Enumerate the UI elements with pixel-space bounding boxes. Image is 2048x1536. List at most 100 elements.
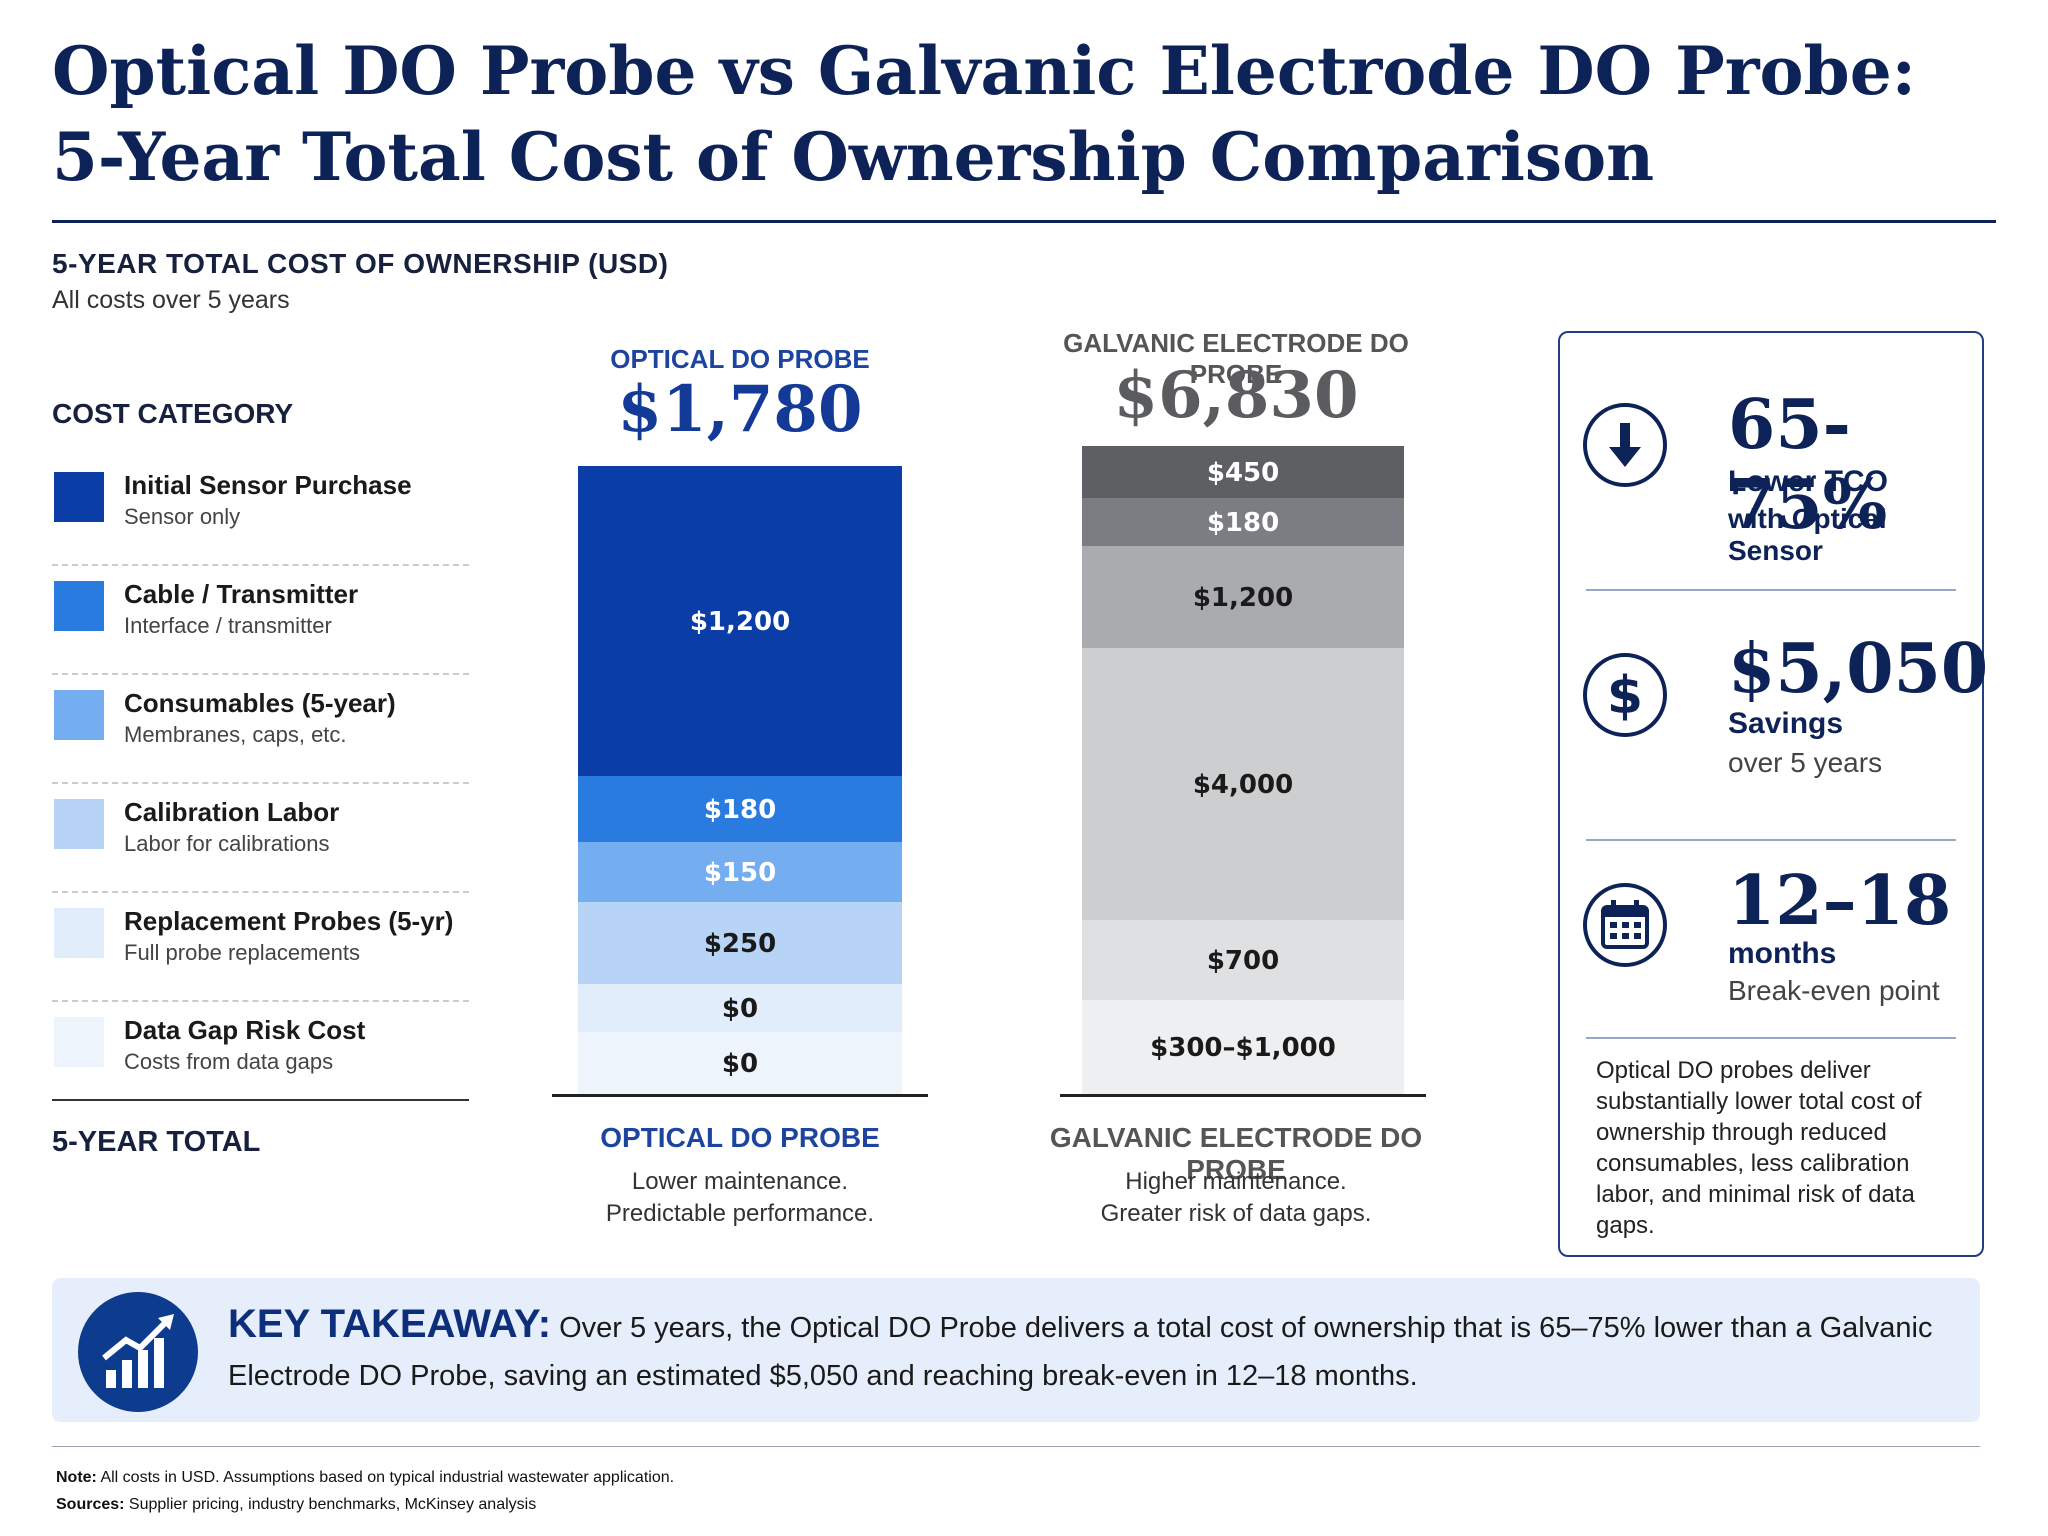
optical-bar-segment-data-gap-risk [578,1032,902,1094]
legend-swatch [54,472,104,522]
legend-item-replacement-probes: Replacement Probes (5-yr) Full probe rep… [52,894,469,1002]
legend-label: Cable / Transmitter [124,579,359,609]
legend-label: Data Gap Risk Cost [124,1015,366,1045]
down-arrow-icon [1583,403,1667,487]
galvanic-bar-label-data-gap-risk: $300–$1,000 [1150,1033,1336,1063]
tco-reduction-label: Lower TCO [1728,465,1889,498]
galvanic-baseline [1060,1094,1426,1097]
galvanic-bar-label-cable-transmitter: $180 [1207,508,1279,538]
stats-divider [1586,839,1956,841]
legend-divider [52,891,469,893]
breakeven-label: months [1728,937,1837,970]
galvanic-bar-segment-replacement-probes [1082,920,1404,1000]
optical-bar-segment-replacement-probes [578,984,902,1032]
total-label: 5-YEAR TOTAL [52,1126,261,1158]
legend-label: Initial Sensor Purchase [124,470,412,500]
legend-swatch [54,690,104,740]
savings-value: $5,050 [1728,629,1989,709]
optical-bar-segment-cable-transmitter [578,776,902,842]
note-text: All costs in USD. Assumptions based on t… [96,1469,675,1486]
key-takeaway-text: KEY TAKEAWAY: Over 5 years, the Optical … [228,1300,1948,1400]
legend-divider [52,1000,469,1002]
galvanic-bar-segment-calibration-labor [1082,648,1404,920]
optical-desc-line-2: Predictable performance. [605,1200,875,1227]
note-line: Note: All costs in USD. Assumptions base… [56,1464,674,1491]
legend-label: Calibration Labor [124,797,340,827]
legend-item-calibration-labor: Calibration Labor Labor for calibrations [52,785,469,893]
key-takeaway-body: Over 5 years, the Optical DO Probe deliv… [228,1312,1933,1392]
legend-item-data-gap-risk: Data Gap Risk Cost Costs from data gaps [52,1003,469,1093]
optical-bar-label-consumables: $150 [704,858,776,888]
tco-reduction-sublabel: with Optical Sensor [1728,503,1887,566]
legend-item-consumables: Consumables (5-year) Membranes, caps, et… [52,676,469,784]
optical-column-name: OPTICAL DO PROBE [610,344,870,374]
savings-sublabel: over 5 years [1728,747,1883,778]
legend-item-cable-transmitter: Cable / Transmitter Interface / transmit… [52,567,469,675]
savings-label: Savings [1728,707,1844,740]
optical-bar-segment-initial-sensor [578,466,902,776]
dollar-icon: $ [1583,653,1667,737]
legend-swatch [54,799,104,849]
galvanic-bar-label-calibration-labor: $4,000 [1193,770,1293,800]
calendar-icon [1583,883,1667,967]
galvanic-column-name: GALVANIC ELECTRODE DO PROBE [1063,328,1409,389]
legend-label: Replacement Probes (5-yr) [124,906,454,936]
legend-label: Consumables (5-year) [124,688,396,718]
sources-label: Sources: [56,1496,125,1513]
sources-line: Sources: Supplier pricing, industry benc… [56,1491,674,1518]
breakeven-sublabel: Break-even point [1728,975,1940,1006]
galvanic-total: $6,830 [1113,358,1359,433]
legend-header: COST CATEGORY [52,398,294,429]
optical-baseline [552,1094,928,1097]
page-title: Optical DO Probe vs Galvanic Electrode D… [52,28,2002,200]
legend-swatch [54,908,104,958]
galvanic-bar-segment-consumables [1082,546,1404,648]
galvanic-bar-label-replacement-probes: $700 [1207,946,1279,976]
optical-bar-segment-consumables [578,842,902,902]
legend-sublabel: Labor for calibrations [124,831,330,856]
galvanic-bar-label-initial-sensor: $450 [1207,458,1279,488]
optical-bar-segment-calibration-labor [578,902,902,984]
optical-bar-label-calibration-labor: $250 [704,929,776,959]
optical-bar-label-initial-sensor: $1,200 [690,607,790,637]
galvanic-bar-segment-initial-sensor [1082,446,1404,498]
note-label: Note: [56,1469,97,1486]
stats-divider [1586,589,1956,591]
legend-item-initial-sensor: Initial Sensor Purchase Sensor only [52,458,469,566]
galvanic-bar-segment-data-gap-risk [1082,1000,1404,1094]
total-divider [52,1099,469,1101]
legend-sublabel: Interface / transmitter [124,613,332,638]
title-line-2: 5-Year Total Cost of Ownership Compariso… [52,118,1655,196]
svg-text:$: $ [1607,666,1643,726]
galvanic-desc-line-2: Greater risk of data gaps. [1100,1200,1372,1227]
stats-summary: Optical DO probes deliver substantially … [1596,1057,1922,1239]
section-subtitle: All costs over 5 years [52,286,290,314]
legend-divider [52,564,469,566]
section-title: 5-YEAR TOTAL COST OF OWNERSHIP (USD) [52,248,669,279]
optical-total: $1,780 [617,372,863,447]
optical-bar-label-replacement-probes: $0 [722,994,758,1024]
legend-sublabel: Full probe replacements [124,940,361,965]
optical-footer-desc: Lower maintenance. Predictable performan… [558,1166,922,1230]
galvanic-bar-segment-cable-transmitter [1082,498,1404,546]
footer-divider [52,1446,1980,1447]
legend-sublabel: Membranes, caps, etc. [124,722,347,747]
optical-bar-label-data-gap-risk: $0 [722,1049,758,1079]
tco-reduction-value: 65-75% [1728,385,1888,545]
footnote: Note: All costs in USD. Assumptions base… [56,1464,674,1518]
legend-swatch [54,581,104,631]
stats-panel: 65-75% Lower TCO with Optical Sensor $ $… [1558,331,1988,1257]
legend-swatch [54,1017,104,1067]
galvanic-footer-desc: Higher maintenance. Greater risk of data… [1036,1166,1436,1230]
trend-chart-icon [78,1292,198,1412]
legend-sublabel: Costs from data gaps [124,1049,334,1074]
sources-text: Supplier pricing, industry benchmarks, M… [124,1496,537,1513]
optical-bar-label-cable-transmitter: $180 [704,795,776,825]
title-divider [52,220,1996,223]
galvanic-desc-line-1: Higher maintenance. [1125,1168,1347,1195]
optical-desc-line-1: Lower maintenance. [631,1168,849,1195]
optical-footer-name: OPTICAL DO PROBE [600,1122,880,1153]
key-takeaway-banner: KEY TAKEAWAY: Over 5 years, the Optical … [52,1278,1980,1422]
stats-divider [1586,1037,1956,1039]
breakeven-value: 12–18 [1728,861,1952,941]
